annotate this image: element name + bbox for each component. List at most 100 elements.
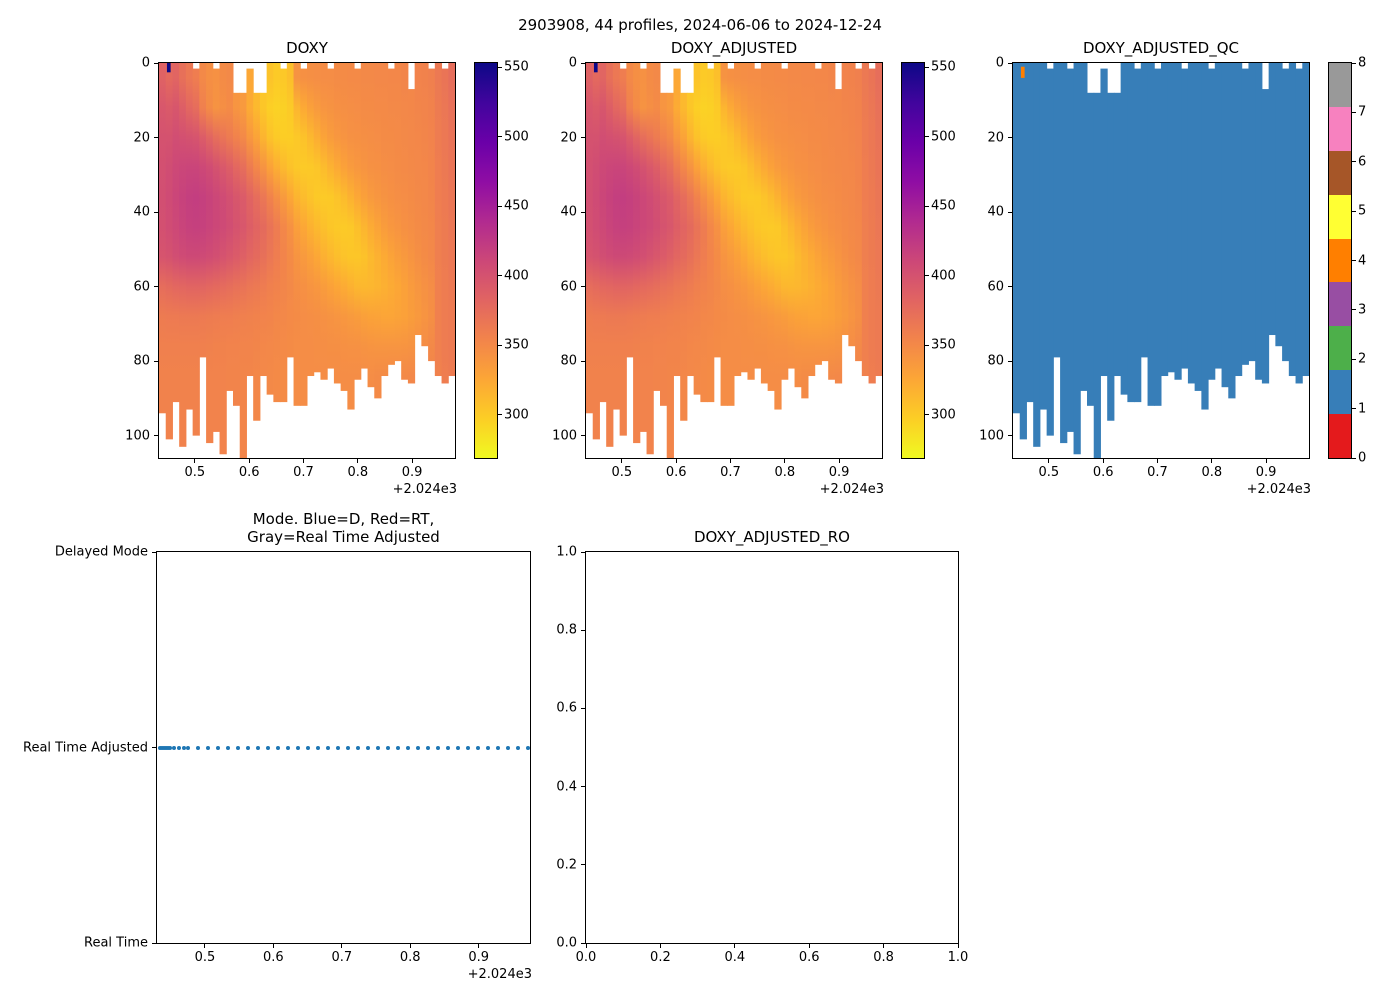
- panel-title-doxy-adjusted-ro: DOXY_ADJUSTED_RO: [694, 528, 850, 546]
- y-tick-label: 20: [133, 130, 150, 146]
- mode-data-point: [415, 745, 420, 750]
- y-tick-mark: [152, 551, 156, 553]
- colorbar-tick-label: 8: [1358, 55, 1367, 71]
- mode-data-point: [161, 745, 166, 750]
- panel-title-mode: Mode. Blue=D, Red=RT, Gray=Real Time Adj…: [157, 510, 530, 546]
- y-tick-label: 0: [568, 55, 577, 71]
- x-tick-label: 0.8: [873, 950, 894, 965]
- y-tick-label: Real Time: [84, 935, 148, 951]
- y-tick-mark: [154, 62, 158, 64]
- y-tick-label: 80: [560, 353, 577, 369]
- mode-data-point: [426, 745, 431, 750]
- mode-data-point: [495, 745, 500, 750]
- colorbar-tick-mark: [925, 344, 929, 346]
- mode-data-point: [226, 745, 231, 750]
- doxy-adjusted-heatmap-canvas: [586, 63, 882, 458]
- mode-data-point: [295, 745, 300, 750]
- x-axis-offset-label: +2.024e3: [819, 482, 884, 497]
- mode-data-point: [285, 745, 290, 750]
- y-tick-label: 0.0: [556, 935, 577, 951]
- x-tick-label: 0.9: [828, 465, 850, 480]
- y-tick-mark: [581, 551, 585, 553]
- colorbar-tick-mark: [498, 344, 502, 346]
- mode-data-point: [235, 745, 240, 750]
- y-tick-mark: [154, 286, 158, 288]
- x-tick-mark: [957, 944, 959, 948]
- qc-colorbar-segment-8: [1329, 63, 1351, 108]
- colorbar-tick-mark: [1352, 210, 1356, 212]
- colorbar-tick-label: 350: [931, 337, 956, 353]
- y-tick-label: 40: [987, 204, 1004, 220]
- x-tick-mark: [411, 459, 413, 463]
- y-tick-mark: [1008, 62, 1012, 64]
- colorbar-tick-label: 550: [504, 59, 529, 75]
- y-tick-label: 80: [133, 353, 150, 369]
- colorbar-tick-mark: [925, 66, 929, 68]
- x-tick-mark: [883, 944, 885, 948]
- colorbar-tick-mark: [1352, 457, 1356, 459]
- x-tick-mark: [1048, 459, 1050, 463]
- mode-data-point: [306, 745, 311, 750]
- mode-data-point: [475, 745, 480, 750]
- y-tick-mark: [1008, 211, 1012, 213]
- mode-data-point: [276, 745, 281, 750]
- colorbar-tick-label: 6: [1358, 154, 1367, 170]
- x-tick-mark: [1102, 459, 1104, 463]
- y-tick-label: 100: [979, 428, 1004, 444]
- axes-doxy: 0.5 0.6 0.7 0.8 0.9 0 20 40 60 80 100 +2.024e3: [125, 56, 457, 498]
- qc-colorbar-segment-4: [1329, 238, 1351, 283]
- mode-data-point: [485, 745, 490, 750]
- qc-colorbar-segment-1: [1329, 370, 1351, 415]
- y-tick-mark: [581, 211, 585, 213]
- mode-data-point: [445, 745, 450, 750]
- x-tick-label: 0.7: [331, 950, 353, 965]
- panel-title-doxy-adjusted-qc: DOXY_ADJUSTED_QC: [1082, 39, 1240, 57]
- colorbar-tick-label: 550: [931, 59, 956, 75]
- y-tick-mark: [581, 707, 585, 709]
- y-tick-label: 40: [560, 204, 577, 220]
- y-tick-mark: [581, 137, 585, 139]
- mode-data-point: [345, 745, 350, 750]
- x-tick-label: 0.6: [1092, 465, 1114, 480]
- x-tick-mark: [729, 459, 731, 463]
- panel-title-mode-line2: Gray=Real Time Adjusted: [247, 527, 440, 546]
- y-tick-mark: [581, 942, 585, 944]
- mode-data-point: [465, 745, 470, 750]
- y-tick-label: 0.2: [556, 857, 577, 873]
- panel-title-doxy: DOXY: [286, 39, 328, 57]
- y-tick-mark: [581, 435, 585, 437]
- x-tick-mark: [478, 944, 480, 948]
- mode-data-point: [159, 745, 164, 750]
- colorbar-tick-mark: [925, 414, 929, 416]
- y-tick-mark: [152, 942, 156, 944]
- colorbar-tick-label: 400: [931, 268, 956, 284]
- y-tick-label: 100: [125, 428, 150, 444]
- mode-data-point: [256, 745, 261, 750]
- mode-data-point: [365, 745, 370, 750]
- panel-title-doxy-adjusted: DOXY_ADJUSTED: [670, 39, 798, 57]
- x-tick-mark: [838, 459, 840, 463]
- y-tick-mark: [581, 360, 585, 362]
- colorbar-tick-mark: [925, 136, 929, 138]
- x-tick-label: 0.5: [1038, 465, 1060, 480]
- x-tick-label: 0.6: [238, 465, 260, 480]
- qc-colorbar-segment-7: [1329, 106, 1351, 152]
- mode-data-point: [315, 745, 320, 750]
- x-tick-mark: [341, 944, 343, 948]
- y-tick-label: 0: [995, 55, 1004, 71]
- qc-colorbar-segment-2: [1329, 326, 1351, 371]
- colorbar-tick-mark: [1352, 111, 1356, 113]
- qc-colorbar-segment-3: [1329, 282, 1351, 327]
- y-tick-label: Real Time Adjusted: [23, 740, 148, 755]
- mode-data-point: [265, 745, 270, 750]
- panel-title-mode-line1: Mode. Blue=D, Red=RT,: [252, 510, 435, 528]
- x-tick-label: 1.0: [947, 950, 969, 965]
- y-tick-mark: [154, 435, 158, 437]
- y-tick-mark: [152, 747, 156, 748]
- mode-data-point: [326, 745, 331, 750]
- y-tick-label: 0.8: [556, 622, 577, 638]
- mode-data-point: [456, 745, 461, 750]
- y-tick-label: 0: [141, 55, 150, 71]
- x-tick-label: 0.8: [347, 465, 369, 480]
